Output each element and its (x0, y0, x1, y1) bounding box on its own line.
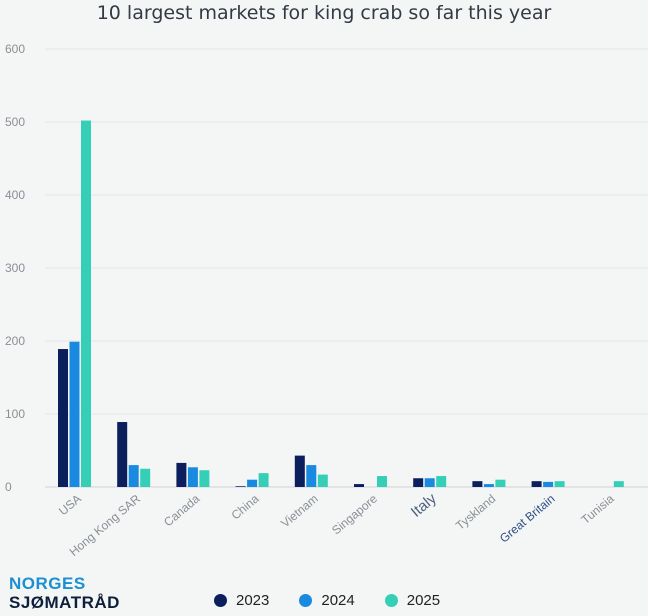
bar-2023-vietnam[interactable] (294, 455, 305, 487)
bar-2024-canada[interactable] (187, 467, 198, 487)
bar-2025-tunisia[interactable] (613, 481, 624, 487)
bar-2023-singapore[interactable] (354, 484, 364, 487)
x-tick-label: Tunisia (578, 491, 617, 527)
bar-2024-hong-kong-sar[interactable] (128, 465, 139, 487)
chart-title: 10 largest markets for king crab so far … (96, 2, 552, 24)
bar-2025-great-britain[interactable] (554, 481, 565, 487)
x-tick-label: Tyskland (453, 492, 498, 533)
bar-2023-tyskland[interactable] (472, 481, 483, 487)
bar-2023-great-britain[interactable] (531, 481, 542, 487)
bar-2023-usa[interactable] (58, 349, 68, 487)
bar-2025-singapore[interactable] (377, 476, 387, 487)
legend: 2023 2024 2025 (214, 592, 470, 609)
legend-label-2024: 2024 (321, 592, 355, 609)
y-tick-label: 200 (5, 334, 25, 348)
x-tick-label: Italy (408, 490, 440, 521)
bar-2024-vietnam[interactable] (306, 465, 317, 487)
y-axis: 0 100 200 300 400 500 600 (5, 42, 25, 494)
logo-line-1: NORGES (9, 574, 86, 593)
y-tick-label: 500 (5, 115, 25, 129)
legend-item-2025[interactable]: 2025 (384, 592, 441, 609)
bar-2025-tyskland[interactable] (495, 479, 506, 487)
bar-2024-tyskland[interactable] (483, 484, 494, 487)
bar-2025-italy[interactable] (436, 476, 447, 487)
y-tick-label: 400 (5, 188, 25, 202)
legend-item-2023[interactable]: 2023 (214, 592, 269, 609)
bar-2025-vietnam[interactable] (317, 474, 328, 487)
bar-2024-great-britain[interactable] (543, 481, 554, 487)
logo-line-2: SJØMATRÅD (9, 593, 120, 612)
x-tick-label: Canada (161, 491, 202, 529)
x-tick-label: Great Britain (497, 492, 558, 546)
legend-marker-2023 (214, 594, 227, 607)
bar-2023-hong-kong-sar[interactable] (117, 422, 128, 487)
bar-2023-china[interactable] (235, 486, 246, 487)
y-tick-label: 100 (5, 407, 25, 421)
y-tick-label: 600 (5, 42, 25, 56)
bar-2025-canada[interactable] (199, 470, 210, 487)
x-tick-label: Vietnam (278, 492, 321, 531)
x-tick-label: Singapore (329, 491, 380, 537)
x-tick-label: China (229, 491, 262, 522)
legend-item-2024[interactable]: 2024 (299, 592, 355, 609)
bars (58, 120, 624, 487)
legend-label-2025: 2025 (406, 592, 441, 609)
y-tick-label: 300 (5, 261, 25, 275)
x-tick-label: USA (56, 492, 84, 519)
bar-2024-italy[interactable] (424, 478, 435, 487)
bar-2025-hong-kong-sar[interactable] (140, 468, 151, 487)
bar-2023-italy[interactable] (413, 478, 424, 487)
bar-2024-china[interactable] (247, 479, 258, 487)
bar-2024-usa[interactable] (69, 341, 80, 487)
legend-marker-2024 (299, 594, 313, 607)
norges-sjomatrad-logo: NORGES SJØMATRÅD (9, 574, 120, 612)
legend-label-2023: 2023 (236, 592, 270, 609)
bar-2025-china[interactable] (258, 473, 269, 487)
y-tick-label: 0 (5, 480, 12, 494)
gridlines (45, 48, 648, 488)
legend-marker-2025 (384, 594, 398, 607)
bar-2023-canada[interactable] (176, 462, 187, 487)
bar-2025-usa[interactable] (81, 120, 91, 487)
